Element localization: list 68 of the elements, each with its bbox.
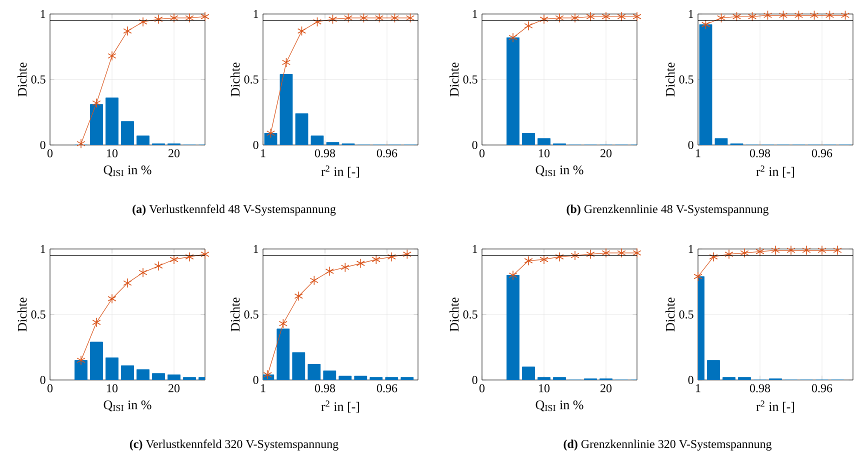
y-tick-label: 0 xyxy=(688,376,694,384)
x-tick-label: 0 xyxy=(479,149,485,158)
y-tick-label: 0 xyxy=(40,140,46,150)
x-tick-label: 20 xyxy=(600,149,612,158)
y-tick-label: 0 xyxy=(472,376,478,384)
y-axis-title: Dichte xyxy=(17,298,27,332)
y-tick-label: 1 xyxy=(688,10,694,18)
y-axis-title: Dichte xyxy=(230,298,240,332)
text: (c) Verlustkennfeld 320 V-Systemspannung xyxy=(130,440,338,451)
x-axis-title: r$^{2}$ in [-] xyxy=(756,166,794,178)
y-axis-title: Dichte xyxy=(230,62,240,96)
y-tick-label: 0.5 xyxy=(244,310,258,319)
x-axis-title: Q$_{ISI}$ in % xyxy=(536,400,584,412)
y-tick-label: 0.5 xyxy=(679,310,694,319)
x-tick-label: 20 xyxy=(168,384,180,392)
x-tick-label: 0 xyxy=(47,149,53,158)
y-axis-title: Dichte xyxy=(17,62,27,96)
x-tick-label: 10 xyxy=(539,149,550,158)
x-tick-label: 0.96 xyxy=(812,384,832,392)
x-tick-label: 0.98 xyxy=(750,149,770,158)
y-tick-label: 1 xyxy=(688,245,694,253)
y-tick-label: 0.5 xyxy=(463,75,478,84)
y-tick-label: 0 xyxy=(472,140,478,150)
x-tick-label: 20 xyxy=(600,384,612,392)
y-tick-label: 1 xyxy=(472,245,478,253)
x-axis-title: Q$_{ISI}$ in % xyxy=(104,400,152,412)
y-axis-title: Dichte xyxy=(449,62,459,96)
y-tick-label: 1 xyxy=(254,245,258,253)
x-axis-title: r$^{2}$ in [-] xyxy=(756,400,794,413)
x-tick-label: 0.96 xyxy=(376,149,398,158)
y-tick-label: 1 xyxy=(40,10,46,18)
y-axis-title: Dichte xyxy=(449,298,459,332)
x-tick-label: 0 xyxy=(47,384,53,392)
x-tick-label: 10 xyxy=(539,384,550,392)
x-tick-label: 0.96 xyxy=(376,384,398,392)
text: (d) Grenzkennlinie 320 V-Systemspannung xyxy=(564,440,772,451)
text: (a) Verlustkennfeld 48 V-Systemspannung xyxy=(132,204,336,216)
x-tick-label: 0 xyxy=(479,384,485,392)
x-tick-label: 0.96 xyxy=(812,149,832,158)
y-tick-label: 0 xyxy=(40,376,46,384)
y-tick-label: 0.5 xyxy=(463,310,478,319)
x-tick-label: 0.98 xyxy=(314,149,336,158)
y-tick-label: 0.5 xyxy=(31,310,46,319)
x-axis-title: Q$_{ISI}$ in % xyxy=(104,165,152,176)
y-tick-label: 0.5 xyxy=(31,75,46,84)
y-tick-label: 1 xyxy=(254,10,258,18)
x-tick-label: 20 xyxy=(168,149,180,158)
y-axis-title: Dichte xyxy=(665,298,675,332)
y-tick-label: 0 xyxy=(253,376,258,384)
y-tick-label: 0 xyxy=(688,140,694,150)
x-tick-label: 0.98 xyxy=(750,384,770,392)
y-tick-label: 1 xyxy=(472,10,478,18)
y-tick-label: 0 xyxy=(253,140,258,150)
x-tick-label: 1 xyxy=(261,384,266,392)
x-axis-title: r$^{2}$ in [-] xyxy=(321,400,360,413)
y-tick-label: 0.5 xyxy=(679,75,694,84)
x-tick-label: 10 xyxy=(107,149,118,158)
y-tick-label: 1 xyxy=(40,245,46,253)
y-axis-title: Dichte xyxy=(665,62,675,96)
x-tick-label: 0.98 xyxy=(314,384,336,392)
y-tick-label: 0.5 xyxy=(244,75,258,84)
x-tick-label: 1 xyxy=(696,149,700,158)
text: (b) Grenzkennlinie 48 V-Systemspannung xyxy=(566,204,769,216)
x-tick-label: 1 xyxy=(696,384,700,392)
x-tick-label: 1 xyxy=(261,149,266,158)
x-axis-title: r$^{2}$ in [-] xyxy=(321,166,360,178)
x-axis-title: Q$_{ISI}$ in % xyxy=(536,165,584,176)
x-tick-label: 10 xyxy=(107,384,118,392)
